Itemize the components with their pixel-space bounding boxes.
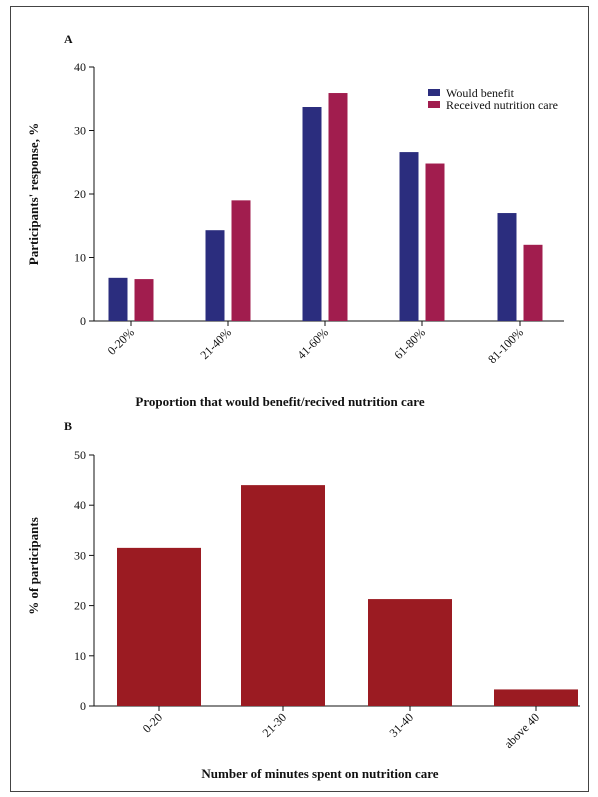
bar-received-nutrition-care-61-80 xyxy=(425,163,445,321)
panel-a-x-tick-label-81-100: 81-100% xyxy=(485,325,526,366)
bar-would-benefit-21-40 xyxy=(205,230,225,321)
bar-received-nutrition-care-41-60 xyxy=(328,93,348,321)
legend-swatch-would-benefit xyxy=(428,89,440,96)
bar-received-nutrition-care-81-100 xyxy=(523,244,543,321)
panel-a-y-axis-title: Participants' response, % xyxy=(26,123,41,265)
panel-b-y-tick-label: 10 xyxy=(74,649,86,663)
panel-b-y-tick-label: 20 xyxy=(74,599,86,613)
panel-b-letter: B xyxy=(64,419,72,433)
panel-b-bars xyxy=(117,485,578,706)
bar-would-benefit-61-80 xyxy=(399,152,419,321)
panel-a-y-tick-label: 30 xyxy=(74,124,86,138)
panel-b-x-tick-label-21-30: 21-30 xyxy=(259,710,289,740)
panel-a-legend: Would benefit Received nutrition care xyxy=(428,86,558,112)
bar-minutes-21-30 xyxy=(241,485,325,706)
panel-b-y-axis-title: % of participants xyxy=(26,517,41,615)
panel-b-y-tick-label: 50 xyxy=(74,448,86,462)
bar-would-benefit-81-100 xyxy=(497,213,517,321)
panel-a-y-tick-label: 10 xyxy=(74,251,86,265)
legend-label-received-care: Received nutrition care xyxy=(446,98,558,112)
panel-a-y-tick-label: 0 xyxy=(80,314,86,328)
panel-a-x-axis-title: Proportion that would benefit/recived nu… xyxy=(135,394,424,409)
panel-a-x-tick-label-61-80: 61-80% xyxy=(391,325,428,362)
panel-a-x-tick-label-21-40: 21-40% xyxy=(197,325,234,362)
panel-a-bars xyxy=(108,93,543,321)
panel-a-y-tick-label: 40 xyxy=(74,60,86,74)
legend-swatch-received-care xyxy=(428,101,440,108)
bar-received-nutrition-care-21-40 xyxy=(231,200,251,321)
bar-would-benefit-0-20 xyxy=(108,277,128,321)
panel-b-x-tick-label-31-40: 31-40 xyxy=(386,710,416,740)
panel-b-y-tick-label: 40 xyxy=(74,498,86,512)
bar-minutes-above-40 xyxy=(494,689,578,706)
panel-a-x-tick-label-41-60: 41-60% xyxy=(294,325,331,362)
panel-b-chart: B % of participants Number of minutes sp… xyxy=(26,419,580,781)
panel-b-y-tick-label: 0 xyxy=(80,699,86,713)
panel-b-y-tick-label: 30 xyxy=(74,548,86,562)
panel-b-x-tick-label-0-20: 0-20 xyxy=(140,710,165,735)
panel-a-chart: A Participants' response, % Proportion t… xyxy=(26,32,564,409)
panel-a-y-tick-label: 20 xyxy=(74,187,86,201)
panel-a-letter: A xyxy=(64,32,73,46)
panel-a-x-tick-label-0-20: 0-20% xyxy=(105,325,138,358)
panel-b-x-tick-label-above-40: above 40 xyxy=(501,710,542,751)
bar-minutes-0-20 xyxy=(117,547,201,706)
legend-label-would-benefit: Would benefit xyxy=(446,86,515,100)
bar-would-benefit-41-60 xyxy=(302,107,322,321)
bar-minutes-31-40 xyxy=(368,599,452,706)
bar-received-nutrition-care-0-20 xyxy=(134,279,154,321)
panel-b-x-axis-title: Number of minutes spent on nutrition car… xyxy=(201,766,438,781)
